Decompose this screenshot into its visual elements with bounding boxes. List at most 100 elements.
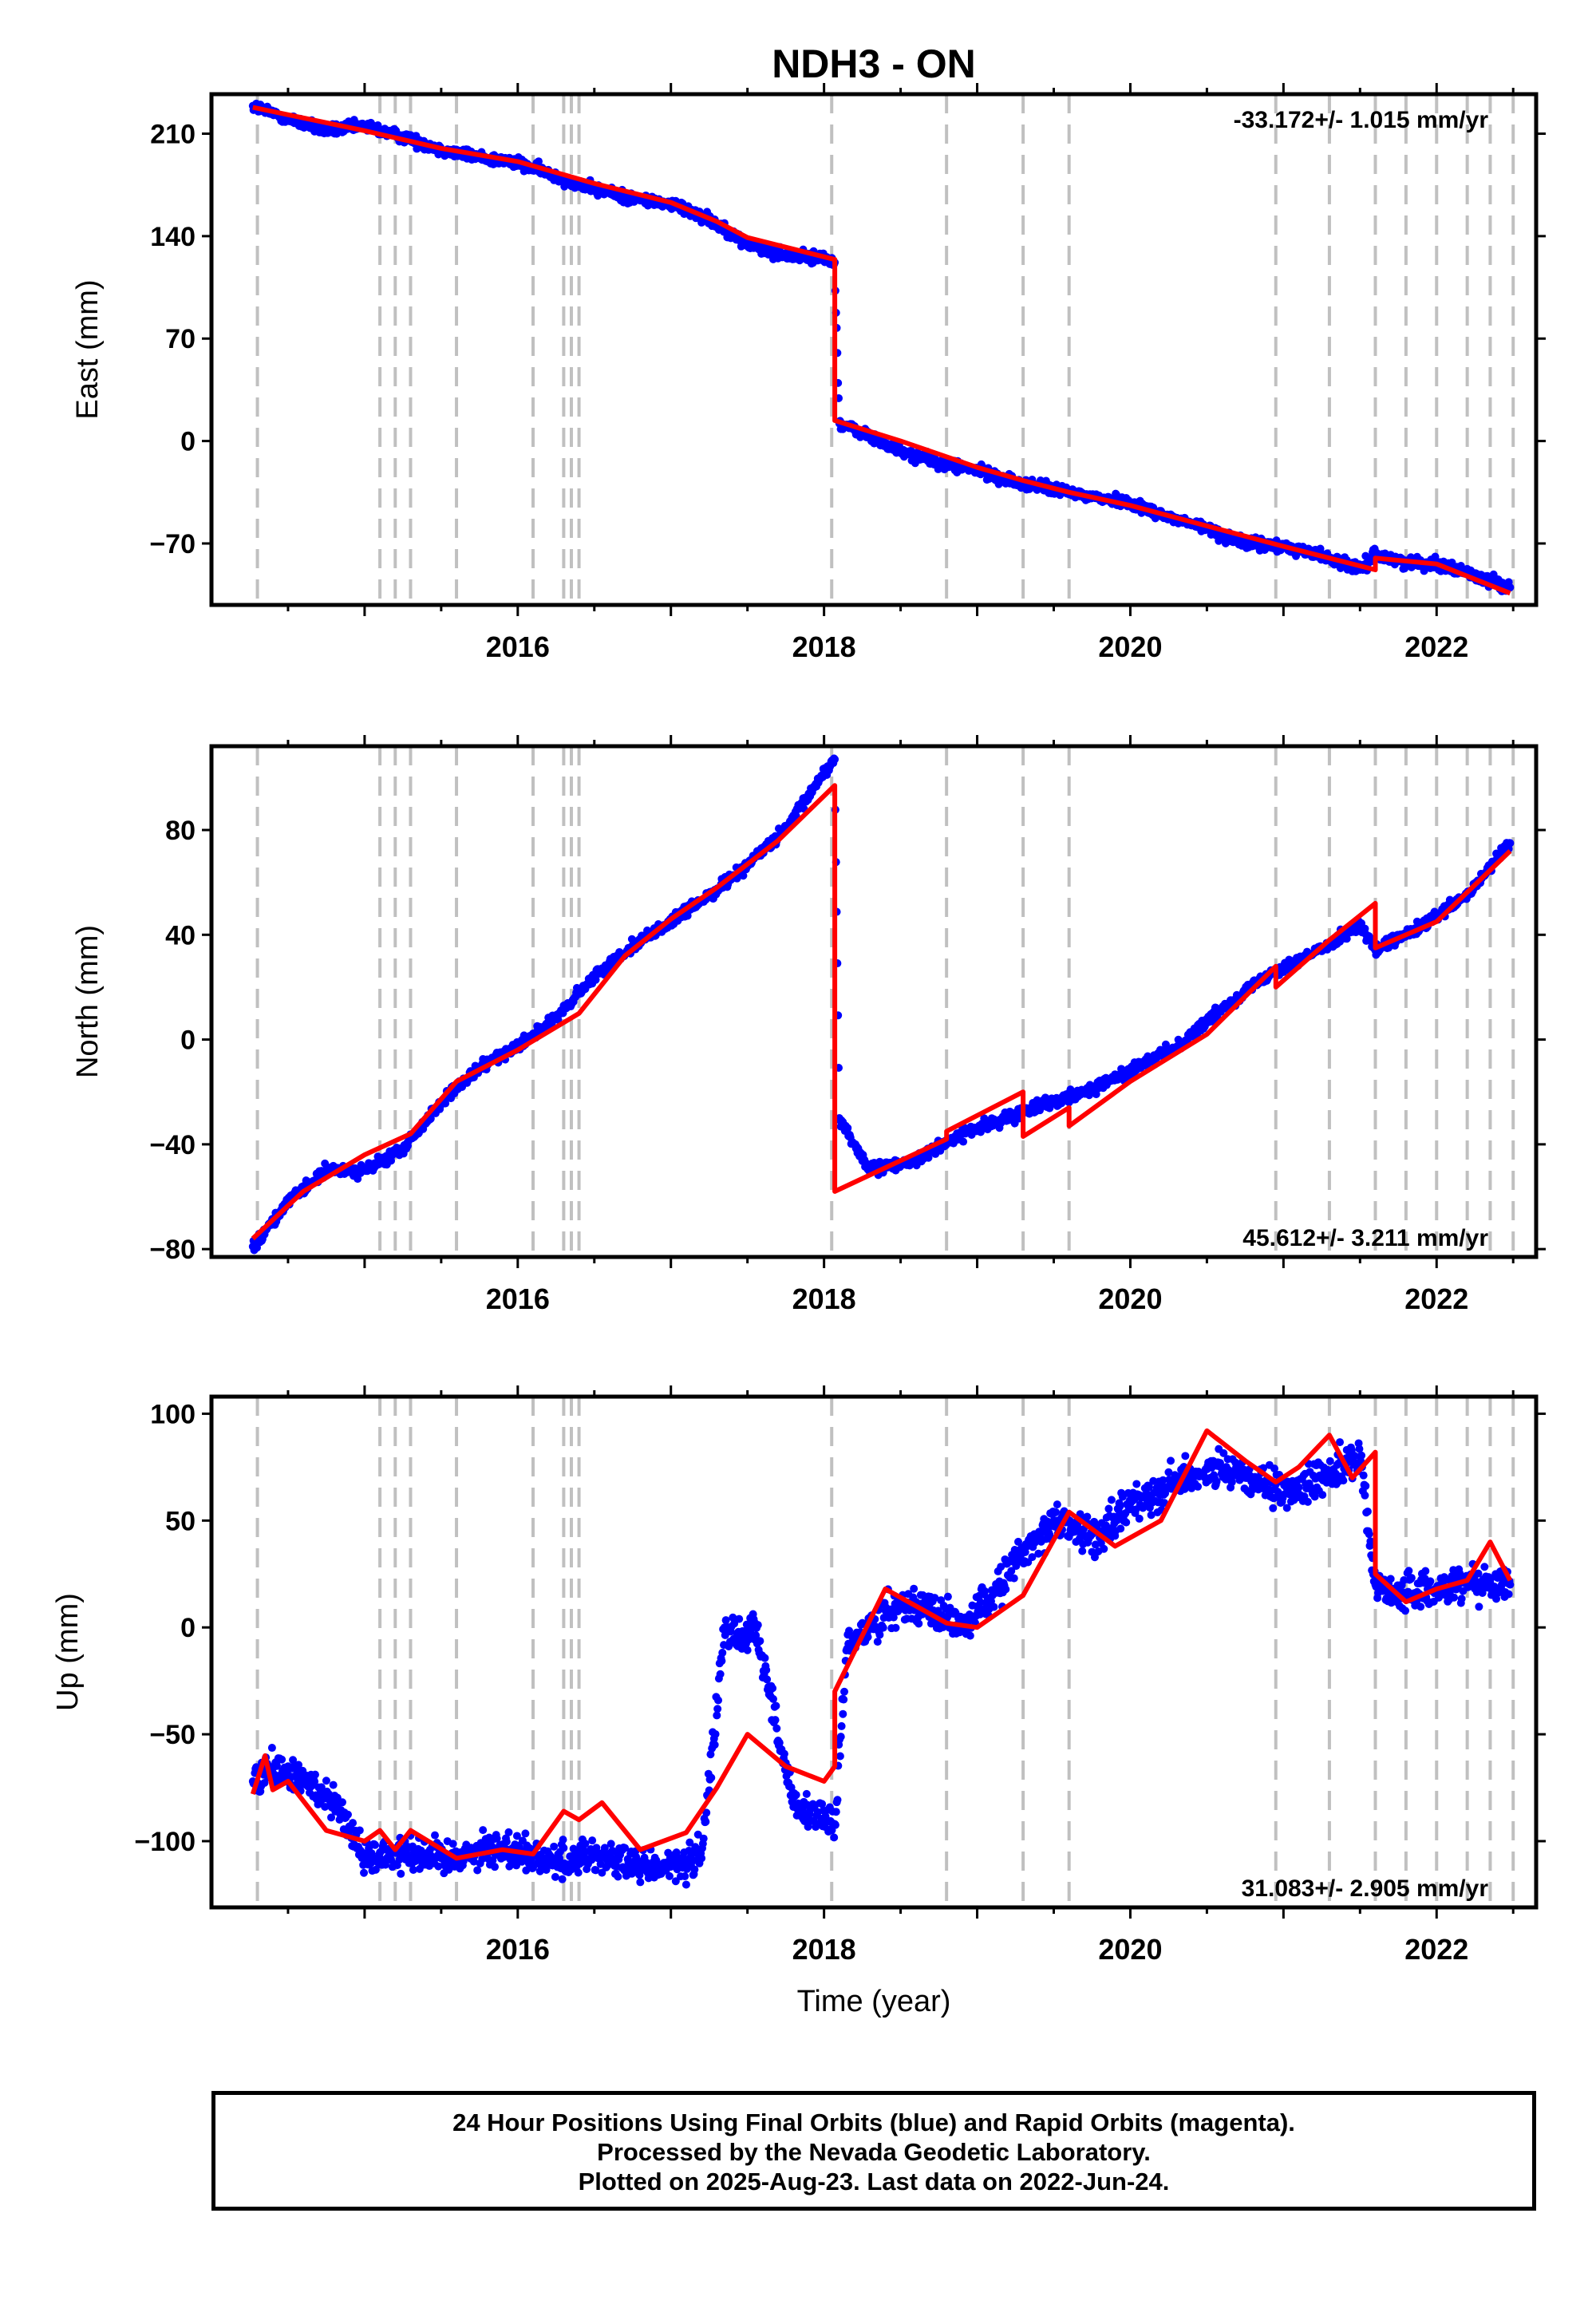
up-data-point: [768, 1684, 777, 1693]
up-data-point: [343, 1810, 352, 1819]
up-data-point: [1122, 1518, 1131, 1527]
up-data-point: [1052, 1508, 1061, 1516]
up-data-point: [930, 1594, 939, 1603]
up-data-point: [839, 1709, 847, 1718]
up-data-point: [672, 1848, 681, 1857]
up-data-point: [409, 1865, 417, 1874]
up-data-point: [272, 1761, 281, 1770]
east-ytick-label: 70: [165, 324, 196, 354]
up-data-point: [355, 1826, 364, 1835]
up-data-point: [431, 1831, 440, 1840]
up-data-point: [875, 1630, 884, 1639]
up-data-point: [559, 1836, 567, 1844]
up-data-point: [621, 1844, 630, 1852]
up-data-point: [367, 1849, 376, 1858]
north-model-line: [251, 783, 1512, 1241]
east-xtick-label: 2016: [486, 630, 550, 663]
east-data-point: [1506, 583, 1515, 591]
north-ytick-label: 40: [165, 920, 196, 951]
up-data-point: [775, 1738, 784, 1747]
up-data-point: [600, 1844, 609, 1852]
up-data-point: [434, 1862, 443, 1871]
up-data-point: [559, 1844, 568, 1852]
up-data-point: [1078, 1547, 1087, 1555]
up-data-point: [966, 1631, 974, 1640]
up-data-point: [338, 1798, 346, 1807]
up-data-point: [891, 1623, 900, 1632]
north-data-point: [739, 871, 748, 880]
up-data-point: [529, 1863, 538, 1872]
up-data-point: [1104, 1504, 1113, 1513]
up-data-point: [780, 1749, 788, 1758]
up-data-point: [502, 1837, 511, 1846]
up-data-point: [818, 1800, 827, 1808]
east-frame: [209, 92, 1539, 607]
up-data-point: [743, 1646, 752, 1654]
up-data-point: [990, 1603, 998, 1611]
north-data-point: [959, 1137, 968, 1146]
up-data-point: [879, 1623, 887, 1632]
up-data-point: [981, 1587, 990, 1595]
up-data-point: [721, 1616, 730, 1625]
up-data-point: [327, 1813, 336, 1822]
east-rate-label: -33.172+/- 1.015 mm/yr: [1234, 107, 1489, 133]
east-xtick-label: 2018: [792, 630, 856, 663]
up-data-point: [252, 1763, 261, 1772]
up-data-point: [1009, 1574, 1018, 1583]
up-data-point: [592, 1844, 601, 1852]
up-data-point: [701, 1817, 710, 1826]
up-data-point: [771, 1716, 780, 1725]
up-data-point: [753, 1621, 762, 1630]
up-data-point: [833, 1796, 842, 1804]
up-data-point: [792, 1790, 800, 1799]
up-data-point: [588, 1836, 597, 1845]
north-rate-label: 45.612+/- 3.211 mm/yr: [1242, 1225, 1488, 1251]
figure-title: NDH3 - ON: [772, 41, 976, 86]
up-data-point: [260, 1778, 269, 1787]
north-xtick-label: 2020: [1098, 1282, 1162, 1315]
up-data-point: [943, 1592, 952, 1601]
up-data-point: [598, 1868, 606, 1877]
up-data-point: [681, 1880, 690, 1889]
up-data-point: [1090, 1553, 1099, 1562]
up-data-point: [1112, 1516, 1121, 1525]
up-data-point: [735, 1614, 744, 1623]
north-ylabel: North (mm): [71, 925, 105, 1078]
east-ytick-label: −70: [149, 529, 196, 559]
east-data-point: [1316, 544, 1325, 553]
up-data-point: [636, 1878, 645, 1887]
up-data-point: [1116, 1524, 1125, 1533]
up-data-point: [873, 1638, 882, 1646]
up-data-point: [772, 1701, 780, 1710]
north-frame: [209, 744, 1539, 1259]
up-data-point: [278, 1755, 286, 1764]
up-data-point: [910, 1584, 918, 1593]
up-data-point: [492, 1834, 501, 1843]
north-xtick-label: 2022: [1404, 1282, 1468, 1315]
up-data-point: [550, 1842, 559, 1851]
north-ytick-label: 80: [165, 816, 196, 846]
up-data-point: [760, 1654, 769, 1662]
up-data-point: [1116, 1502, 1124, 1511]
up-data-point: [1135, 1514, 1144, 1523]
up-data-point: [504, 1828, 513, 1836]
up-data-point: [1010, 1546, 1019, 1555]
up-data-point: [702, 1808, 711, 1817]
east-xtick-label: 2020: [1098, 630, 1162, 663]
up-data-point: [831, 1820, 839, 1829]
up-data-point: [448, 1840, 457, 1848]
up-data-point: [839, 1695, 848, 1704]
up-data-point: [370, 1840, 379, 1849]
up-data-point: [716, 1670, 725, 1678]
east-ytick-label: 210: [150, 120, 196, 150]
up-data-point: [772, 1724, 781, 1733]
up-data-point: [713, 1705, 722, 1713]
up-data-point: [707, 1773, 716, 1782]
up-data-point: [555, 1854, 564, 1863]
up-data-point: [606, 1840, 615, 1848]
east-ylabel: East (mm): [71, 279, 105, 419]
up-data-point: [1083, 1512, 1092, 1521]
up-data-point: [469, 1857, 478, 1866]
up-data-point: [671, 1877, 680, 1886]
